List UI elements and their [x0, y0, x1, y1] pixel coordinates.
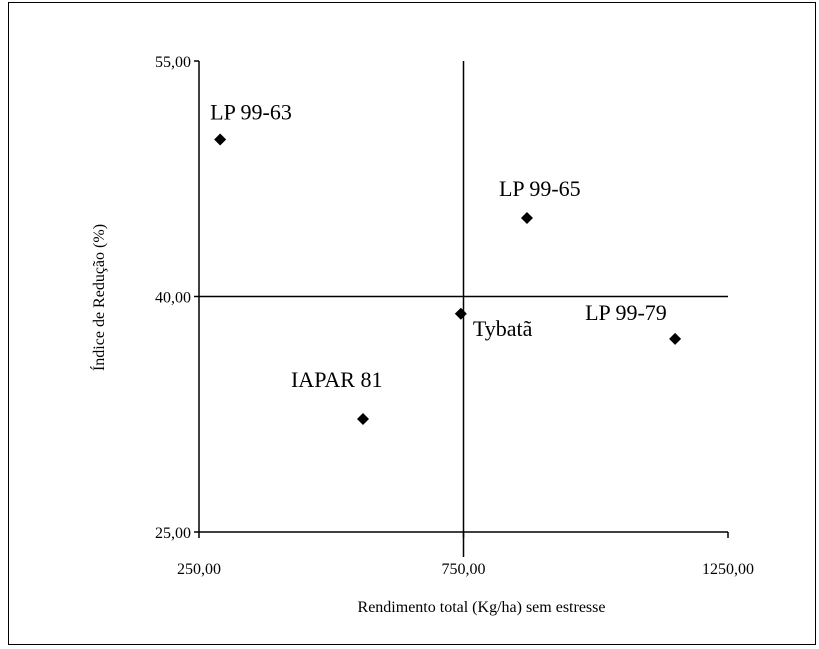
data-point-marker	[520, 212, 533, 224]
data-point-label: Tybatã	[473, 316, 533, 341]
x-tick-label: 250,00	[177, 561, 221, 578]
y-axis-title: Índice de Redução (%)	[89, 224, 108, 371]
y-tick-label: 55,00	[155, 54, 191, 71]
data-point-marker	[669, 332, 682, 345]
data-point-label: LP 99-79	[585, 300, 667, 325]
data-point-marker	[356, 412, 369, 425]
data-point-label: LP 99-63	[210, 100, 292, 125]
data-point-label: IAPAR 81	[291, 367, 383, 392]
x-tick-label: 750,00	[442, 561, 486, 578]
x-axis-title: Rendimento total (Kg/ha) sem estresse	[358, 599, 606, 616]
data-points: LP 99-63 LP 99-65 Tybatã LP 99-79 IAPAR 81	[210, 100, 682, 425]
y-tick-label: 25,00	[155, 525, 191, 542]
y-tick-label: 40,00	[155, 290, 191, 307]
data-point-label: LP 99-65	[499, 176, 581, 201]
data-point-marker	[454, 307, 467, 320]
data-point-marker	[214, 133, 227, 146]
x-tick-label: 1250,00	[702, 561, 754, 578]
axis-ticks: 25,00 40,00 55,00 250,00 750,00 1250,00	[155, 54, 754, 578]
chart-frame	[8, 2, 816, 645]
